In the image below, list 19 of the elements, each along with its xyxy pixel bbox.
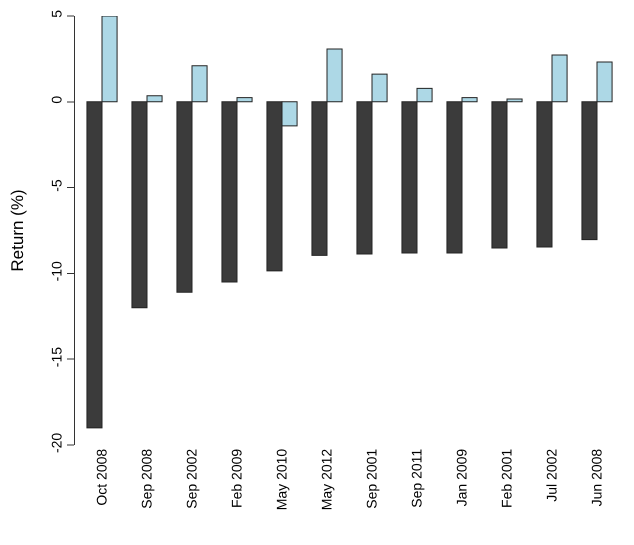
- x-tick-label: Sep 2002: [184, 448, 200, 509]
- y-tick-label: -5: [48, 179, 64, 192]
- x-tick-label: Jan 2009: [454, 448, 470, 506]
- x-tick-label: Sep 2008: [138, 448, 155, 509]
- x-tick-label: May 2012: [318, 448, 335, 510]
- y-tick-label: 0: [48, 96, 64, 104]
- y-tick-label: -15: [48, 346, 64, 368]
- x-tick-label: Jun 2008: [588, 448, 605, 506]
- x-tick-label: Feb 2001: [498, 448, 515, 508]
- x-tick-label: Feb 2009: [228, 448, 245, 508]
- y-axis-title: Return (%): [8, 189, 27, 272]
- x-tick-label: Oct 2008: [94, 448, 110, 506]
- x-tick-label: Jul 2002: [544, 448, 560, 502]
- y-tick-label: -20: [48, 432, 64, 454]
- x-tick-label: May 2010: [274, 448, 290, 510]
- y-tick-label: -10: [48, 260, 64, 282]
- y-tick-label: 5: [48, 10, 64, 18]
- x-tick-label: Sep 2001: [364, 448, 380, 509]
- x-tick-label: Sep 2011: [408, 448, 425, 508]
